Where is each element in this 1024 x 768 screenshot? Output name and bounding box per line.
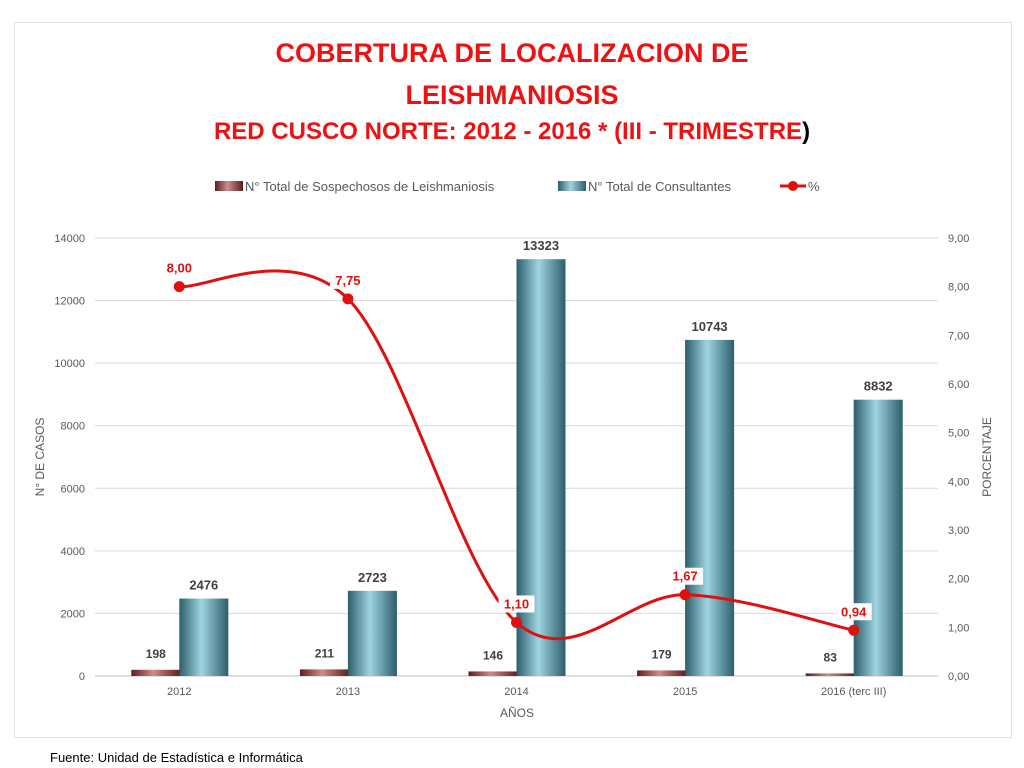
legend-label: N° Total de Consultantes [588, 179, 731, 194]
data-label-sospechosos: 179 [652, 647, 672, 661]
data-label-percent: 0,94 [841, 604, 867, 619]
percent-point [342, 293, 354, 305]
bar-sospechosos [637, 670, 687, 676]
data-label-percent: 8,00 [167, 261, 192, 276]
data-label-sospechosos: 146 [483, 648, 503, 662]
y-tick-label: 10000 [54, 358, 85, 370]
legend-swatch [215, 181, 243, 191]
y2-tick-label: 9,00 [948, 233, 969, 245]
y-tick-label: 2000 [61, 608, 85, 620]
bar-sospechosos [131, 669, 181, 676]
y2-tick-label: 8,00 [948, 282, 969, 294]
x-tick-label: 2013 [336, 686, 360, 698]
chart-title-line3-paren: ) [802, 118, 811, 145]
bar-consultantes [853, 399, 903, 676]
chart-title-line1: COBERTURA DE LOCALIZACION DE [275, 38, 749, 68]
legend-swatch [558, 181, 586, 191]
legend-marker [788, 181, 798, 191]
y-axis-title: N° DE CASOS [33, 418, 47, 497]
y2-tick-label: 4,00 [948, 476, 969, 488]
y2-tick-label: 7,00 [948, 330, 969, 342]
bar-consultantes [179, 598, 229, 676]
data-label-consultantes: 8832 [864, 379, 893, 394]
bar-sospechosos [468, 671, 518, 676]
chart-title-line3-text: RED CUSCO NORTE: 2012 - 2016 * (III - TR… [213, 118, 803, 145]
percent-label-bg [835, 603, 872, 621]
y2-tick-label: 0,00 [948, 671, 969, 683]
chart-title-line2: LEISHMANIOSIS [405, 80, 619, 110]
y-tick-label: 6000 [61, 483, 85, 495]
chart-title-line3: RED CUSCO NORTE: 2012 - 2016 * (III - TR… [0, 118, 1024, 146]
chart-bars [131, 259, 903, 676]
bar-sospechosos [805, 673, 855, 676]
percent-point [173, 281, 185, 293]
y2-tick-label: 1,00 [948, 622, 969, 634]
percent-point [511, 616, 522, 628]
y2-tick-label: 2,00 [948, 574, 969, 586]
y2-tick-label: 6,00 [948, 379, 969, 391]
y-tick-label: 4000 [61, 546, 85, 558]
percent-label-bg [329, 271, 366, 289]
bar-consultantes [516, 259, 566, 676]
y-tick-label: 14000 [54, 233, 85, 245]
bar-consultantes [347, 590, 397, 676]
x-tick-label: 2012 [167, 686, 191, 698]
x-tick-label: 2015 [673, 686, 697, 698]
chart-axes: 0 2000 4000 6000 8000 10000 12000 14000 0,00 1,00… [33, 233, 994, 720]
data-label-percent: 1,67 [672, 569, 697, 584]
data-label-consultantes: 13323 [523, 238, 559, 253]
data-label-percent: 1,10 [504, 596, 529, 611]
legend-label: N° Total de Sospechosos de Leishmaniosis [245, 179, 495, 194]
percent-label-bg [161, 259, 198, 277]
y2-tick-label: 5,00 [948, 428, 969, 440]
percent-label-bg [667, 567, 704, 585]
x-tick-label: 2016 (terc III) [821, 686, 886, 698]
x-axis-title: AÑOS [500, 706, 534, 720]
y-tick-label: 12000 [54, 296, 85, 308]
percent-point [679, 589, 691, 601]
source-footer: Fuente: Unidad de Estadística e Informát… [50, 750, 303, 765]
y-tick-label: 0 [79, 671, 85, 683]
bar-sospechosos [299, 669, 349, 676]
y2-tick-label: 3,00 [948, 525, 969, 537]
y-tick-label: 8000 [61, 421, 85, 433]
bar-consultantes [685, 339, 735, 676]
data-label-consultantes: 10743 [692, 319, 728, 334]
legend-label: % [808, 179, 820, 194]
data-label-consultantes: 2723 [358, 570, 387, 585]
data-label-consultantes: 2476 [189, 578, 218, 593]
percent-label-bg [498, 595, 535, 613]
data-label-sospechosos: 211 [315, 646, 335, 660]
data-label-percent: 7,75 [335, 273, 360, 288]
y2-axis-title: PORCENTAJE [980, 417, 994, 497]
data-label-sospechosos: 198 [146, 647, 166, 661]
x-tick-label: 2014 [504, 686, 528, 698]
data-label-sospechosos: 83 [824, 650, 838, 664]
chart-legend: N° Total de Sospechosos de Leishmaniosis… [215, 179, 820, 194]
percent-point [848, 624, 860, 636]
chart-data-labels: 198 2476 211 2723 146 13323 179 10743 83 8832 8,00… [146, 238, 893, 664]
